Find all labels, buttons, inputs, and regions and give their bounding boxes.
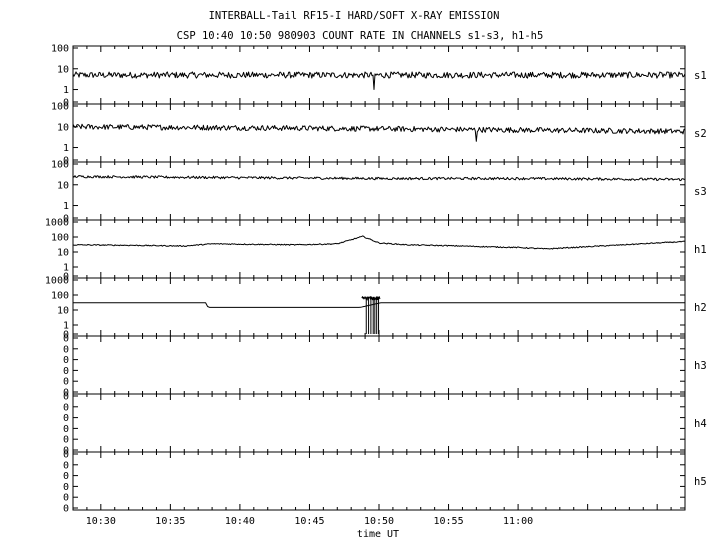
series-line-h1 <box>72 235 686 250</box>
x-tick-label: 10:55 <box>433 516 463 527</box>
y-tick-label: 1000 <box>45 218 69 229</box>
y-tick-label: 10 <box>57 122 69 133</box>
y-tick-label: 10 <box>57 180 69 191</box>
chart-subtitle: CSP 10:40 10:50 980903 COUNT RATE IN CHA… <box>177 30 544 42</box>
y-tick-label: 0 <box>63 413 69 424</box>
x-axis-label: time UT <box>357 529 399 540</box>
panel-frame-h4 <box>72 393 686 453</box>
series-line-s2 <box>72 123 686 142</box>
y-tick-label: 0 <box>63 344 69 355</box>
panel-label-h3: h3 <box>694 360 707 372</box>
panel-label-s2: s2 <box>694 128 707 140</box>
series-line-s3 <box>72 175 685 182</box>
y-tick-label: 100 <box>51 44 69 55</box>
y-tick-label: 0 <box>63 450 69 461</box>
panel-h1: 1000 100 10 10 h1 <box>45 218 707 283</box>
x-tick-label: 10:50 <box>364 516 394 527</box>
y-tick-label: 100 <box>51 160 69 171</box>
y-tick-label: 0 <box>63 214 69 225</box>
x-tick-label: 10:40 <box>225 516 255 527</box>
y-tick-label: 0 <box>63 482 69 493</box>
y-tick-label: 0 <box>63 388 69 399</box>
y-tick-label: 1 <box>63 321 69 332</box>
panel-frame-h3 <box>72 335 686 395</box>
panel-h2: 1000 100 10 10 h2 <box>45 276 707 341</box>
y-tick-label: 0 <box>63 435 69 446</box>
panel-frame-h5 <box>72 451 686 511</box>
panel-label-h1: h1 <box>694 244 707 256</box>
y-tick-label: 10 <box>57 306 69 317</box>
y-tick-label: 0 <box>63 493 69 504</box>
y-tick-label: 1 <box>63 85 69 96</box>
y-tick-label: 0 <box>63 377 69 388</box>
y-tick-label: 0 <box>63 334 69 345</box>
y-tick-label: 1 <box>63 143 69 154</box>
y-tick-label: 0 <box>63 392 69 403</box>
x-tick-label: 10:45 <box>294 516 324 527</box>
y-tick-label: 0 <box>63 156 69 167</box>
y-tick-label: 10 <box>57 248 69 259</box>
y-tick-label: 0 <box>63 98 69 109</box>
x-axis: 10:30 10:35 10:40 10:45 10:50 10:55 11:00 <box>72 46 686 527</box>
y-tick-label: 0 <box>63 330 69 341</box>
y-tick-label: 0 <box>63 460 69 471</box>
y-tick-label: 0 <box>63 366 69 377</box>
y-tick-label: 100 <box>51 102 69 113</box>
panel-label-s3: s3 <box>694 186 707 198</box>
y-tick-label: 1000 <box>45 276 69 287</box>
panel-label-h2: h2 <box>694 302 707 314</box>
y-tick-label: 10 <box>57 64 69 75</box>
panel-frame-s2 <box>72 103 686 163</box>
x-tick-label: 10:30 <box>86 516 116 527</box>
x-tick-label: 10:35 <box>155 516 185 527</box>
panel-label-h4: h4 <box>694 418 707 430</box>
x-tick-label: 11:00 <box>503 516 533 527</box>
chart-title: INTERBALL-Tail RF15-I HARD/SOFT X-RAY EM… <box>209 10 500 22</box>
series-line-s1 <box>72 71 686 90</box>
y-tick-label: 0 <box>63 355 69 366</box>
y-tick-label: 0 <box>63 424 69 435</box>
y-tick-label: 0 <box>63 471 69 482</box>
y-tick-label: 100 <box>51 291 69 302</box>
y-tick-label: 0 <box>63 402 69 413</box>
y-tick-label: 100 <box>51 233 69 244</box>
panel-frame-h1 <box>72 219 686 279</box>
y-tick-label: 0 <box>63 504 69 515</box>
y-tick-label: 1 <box>63 201 69 212</box>
panel-label-s1: s1 <box>694 70 707 82</box>
panel-frame-s3 <box>72 161 686 221</box>
y-tick-label: 1 <box>63 263 69 274</box>
y-tick-label: 0 <box>63 446 69 457</box>
panels: 1001010s11001010s21001010s310001001010h1… <box>45 44 707 515</box>
y-tick-label: 0 <box>63 272 69 283</box>
panel-label-h5: h5 <box>694 476 707 488</box>
